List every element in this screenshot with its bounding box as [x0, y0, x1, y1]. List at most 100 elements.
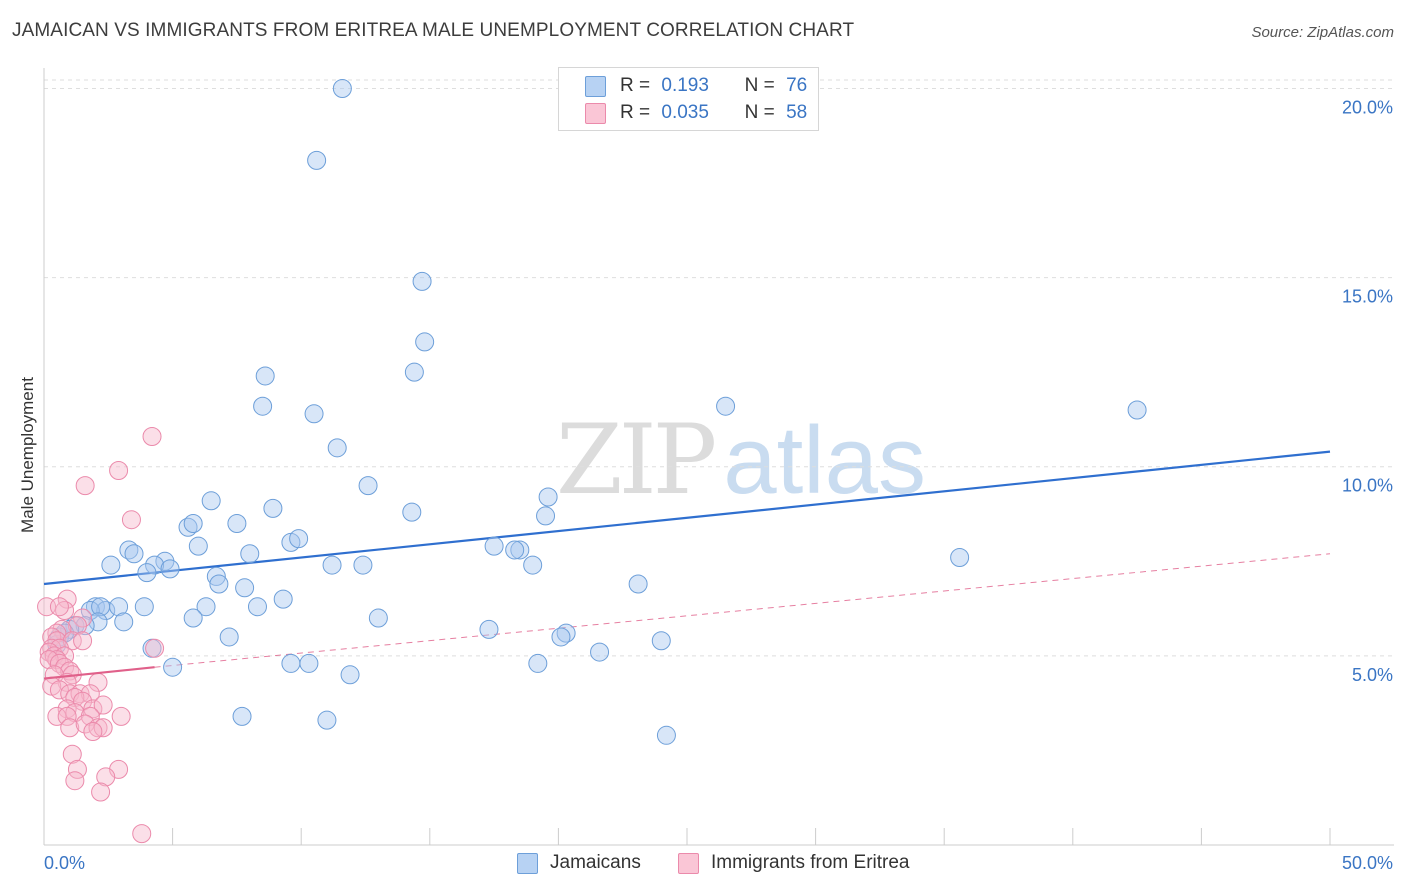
- point-jamaicans: [628, 574, 648, 594]
- point-jamaicans: [322, 555, 342, 575]
- point-jamaicans: [145, 555, 165, 575]
- point-eritrea: [47, 650, 67, 670]
- point-eritrea: [75, 476, 95, 496]
- point-eritrea: [42, 627, 62, 647]
- point-eritrea: [62, 744, 82, 764]
- point-jamaicans: [353, 555, 373, 575]
- point-jamaicans: [188, 536, 208, 556]
- point-eritrea: [91, 782, 111, 802]
- x-tick-label: 50.0%: [1342, 853, 1393, 873]
- point-jamaicans: [340, 665, 360, 685]
- point-jamaicans: [536, 506, 556, 526]
- point-jamaicans: [49, 627, 69, 647]
- point-eritrea: [47, 623, 67, 643]
- point-eritrea: [80, 684, 100, 704]
- y-tick-label: 5.0%: [1352, 665, 1393, 685]
- point-jamaicans: [651, 631, 671, 651]
- point-eritrea: [49, 597, 69, 617]
- point-eritrea: [83, 722, 103, 742]
- point-eritrea: [67, 759, 87, 779]
- point-jamaicans: [253, 396, 273, 416]
- point-eritrea: [132, 824, 152, 844]
- point-eritrea: [60, 718, 80, 738]
- point-jamaicans: [551, 627, 571, 647]
- point-eritrea: [93, 695, 113, 715]
- point-eritrea: [65, 771, 85, 791]
- point-jamaicans: [75, 616, 95, 636]
- point-eritrea: [57, 589, 77, 609]
- legend-label-eritrea: Immigrants from Eritrea: [711, 852, 910, 873]
- legend-swatch-eritrea: [678, 852, 699, 874]
- point-jamaicans: [114, 612, 134, 632]
- data-points: [37, 78, 1147, 844]
- y-tick-label: 10.0%: [1342, 476, 1393, 496]
- point-eritrea: [111, 706, 131, 726]
- point-jamaicans: [80, 600, 100, 620]
- r-value-eritrea: 0.035: [661, 102, 709, 123]
- point-jamaicans: [247, 597, 267, 617]
- point-eritrea: [75, 714, 95, 734]
- point-jamaicans: [505, 540, 525, 560]
- point-eritrea: [109, 461, 129, 481]
- point-eritrea: [70, 684, 90, 704]
- point-jamaicans: [91, 597, 111, 617]
- r-value-jamaicans: 0.193: [661, 75, 709, 96]
- legend-swatch-jamaicans: [585, 76, 606, 97]
- point-jamaicans: [88, 612, 108, 632]
- r-label: R =: [620, 75, 651, 96]
- trend-lines: [43, 450, 1331, 668]
- n-label: N =: [744, 102, 775, 123]
- chart-title: JAMAICAN VS IMMIGRANTS FROM ERITREA MALE…: [12, 20, 855, 41]
- point-jamaicans: [716, 396, 736, 416]
- point-jamaicans: [523, 555, 543, 575]
- point-jamaicans: [281, 653, 301, 673]
- point-jamaicans: [183, 513, 203, 533]
- point-eritrea: [96, 767, 116, 787]
- point-eritrea: [93, 718, 113, 738]
- point-jamaicans: [273, 589, 293, 609]
- point-jamaicans: [299, 653, 319, 673]
- point-jamaicans: [196, 597, 216, 617]
- point-jamaicans: [656, 725, 676, 745]
- point-jamaicans: [590, 642, 610, 662]
- point-jamaicans: [317, 710, 337, 730]
- point-eritrea: [83, 699, 103, 719]
- point-eritrea: [57, 672, 77, 692]
- series-legend: Jamaicans Immigrants from Eritrea: [0, 852, 1406, 878]
- point-jamaicans: [404, 362, 424, 382]
- point-eritrea: [142, 426, 162, 446]
- point-jamaicans: [327, 438, 347, 458]
- point-jamaicans: [510, 540, 530, 560]
- point-jamaicans: [235, 578, 255, 598]
- trend-line-eritrea-extension: [154, 553, 1331, 668]
- point-jamaicans: [178, 517, 198, 537]
- trend-line-eritrea: [43, 666, 155, 680]
- point-jamaicans: [134, 597, 154, 617]
- point-jamaicans: [201, 491, 221, 511]
- grid-lines: [44, 79, 1394, 657]
- point-jamaicans: [163, 657, 183, 677]
- point-jamaicans: [304, 404, 324, 424]
- legend-item-jamaicans[interactable]: Jamaicans: [517, 852, 641, 874]
- point-jamaicans: [206, 566, 226, 586]
- legend-item-eritrea[interactable]: Immigrants from Eritrea: [678, 852, 909, 874]
- point-jamaicans: [183, 608, 203, 628]
- point-jamaicans: [240, 544, 260, 564]
- legend-label-jamaicans: Jamaicans: [550, 852, 641, 873]
- point-jamaicans: [219, 627, 239, 647]
- point-jamaicans: [950, 548, 970, 568]
- point-jamaicans: [1127, 400, 1147, 420]
- x-tick-label: 0.0%: [44, 853, 85, 873]
- y-tick-label: 20.0%: [1342, 97, 1393, 117]
- point-eritrea: [67, 616, 87, 636]
- point-eritrea: [145, 638, 165, 658]
- point-jamaicans: [538, 487, 558, 507]
- point-jamaicans: [119, 540, 139, 560]
- point-jamaicans: [124, 544, 144, 564]
- point-jamaicans: [412, 271, 432, 291]
- point-eritrea: [121, 510, 141, 530]
- point-jamaicans: [209, 574, 229, 594]
- point-eritrea: [49, 653, 69, 673]
- point-jamaicans: [415, 332, 435, 352]
